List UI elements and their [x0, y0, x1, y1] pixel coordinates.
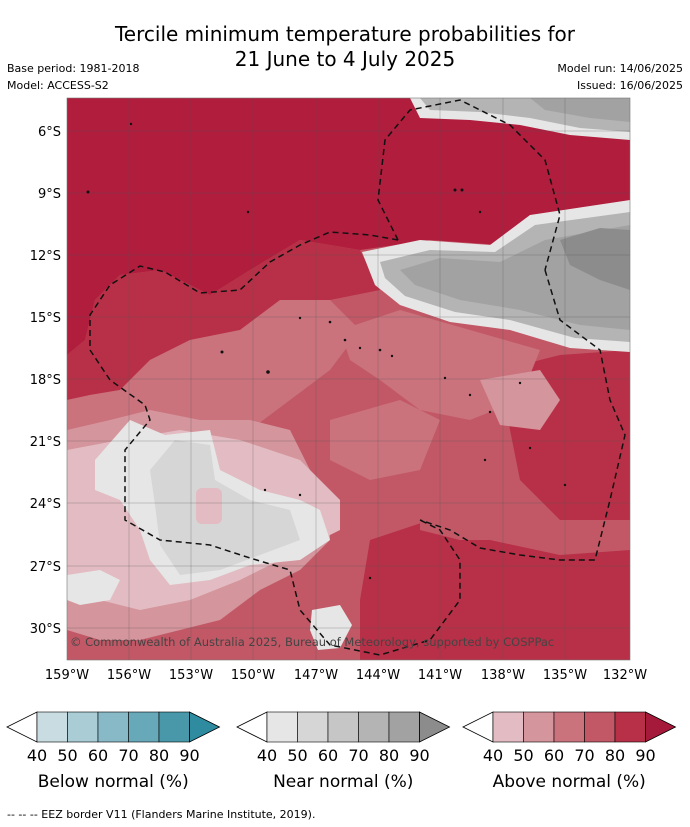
title-line-2: 21 June to 4 July 2025 [234, 47, 456, 71]
legend-tick-label: 50 [57, 746, 77, 765]
field-above-60-lower [330, 400, 440, 480]
legend-swatch [553, 711, 585, 743]
legend-swatch [158, 711, 190, 743]
legend-tick-label: 60 [544, 746, 564, 765]
legend-tick-label: 70 [348, 746, 368, 765]
lon-label: 144°W [356, 668, 400, 683]
eez-border [89, 99, 626, 656]
legend-min-arrow [236, 711, 268, 743]
legend-tick-label: 50 [513, 746, 533, 765]
island-markers [86, 122, 567, 580]
lon-label: 138°W [481, 668, 525, 683]
lat-label: 21°S [30, 435, 61, 450]
field-above-80-south [360, 520, 630, 660]
legend-swatch [327, 711, 359, 743]
legend-below: 40 50 60 70 80 90 Below normal (%) [6, 711, 221, 792]
field-above-50-east [480, 370, 560, 430]
lat-label: 18°S [30, 373, 61, 388]
lat-label: 30°S [30, 622, 61, 637]
field-above-40-island [196, 488, 222, 524]
meta-right: Model run: 14/06/2025 Issued: 16/06/2025 [557, 60, 683, 94]
legend-tick-label: 60 [88, 746, 108, 765]
legend-near: 40 50 60 70 80 90 Near normal (%) [236, 711, 451, 792]
copyright-note: © Commonwealth of Australia 2025, Bureau… [70, 635, 554, 649]
legend-swatch [67, 711, 99, 743]
legend-area: 40 50 60 70 80 90 Below normal (%) 40 50 60 70 80 90… [6, 711, 677, 792]
base-period: Base period: 1981-2018 [7, 62, 140, 75]
legend-min-arrow [462, 711, 494, 743]
legend-tick-label: 70 [118, 746, 138, 765]
legend-swatch [584, 711, 616, 743]
legend-title: Below normal (%) [38, 772, 189, 792]
legend-min-arrow [6, 711, 38, 743]
legend-tick-label: 90 [635, 746, 655, 765]
field-near-80-northeast [530, 98, 630, 122]
legend-swatch [614, 711, 646, 743]
legend-title: Near normal (%) [273, 772, 413, 792]
map-frame [66, 97, 631, 661]
legend-swatch [358, 711, 390, 743]
model-name: Model: ACCESS-S2 [7, 79, 109, 92]
legend-tick-label: 40 [27, 746, 47, 765]
title-line-1: Tercile minimum temperature probabilitie… [114, 22, 576, 46]
eez-footnote: -- -- -- EEZ border V11 (Flanders Marine… [7, 808, 316, 821]
legend-tick-label: 50 [287, 746, 307, 765]
lat-label: 9°S [38, 187, 61, 202]
legend-tick-label: 40 [257, 746, 277, 765]
legend-max-arrow [645, 711, 677, 743]
field-near-50-west [150, 440, 300, 575]
legend-tick-label: 80 [605, 746, 625, 765]
lon-axis: 159°W 156°W 153°W 150°W 147°W 144°W 141°… [45, 668, 647, 683]
legend-tick-label: 40 [483, 746, 503, 765]
legend-tick-label: 90 [179, 746, 199, 765]
lat-axis: 6°S 9°S 12°S 15°S 18°S 21°S 24°S 27°S 30… [30, 125, 61, 637]
lat-label: 12°S [30, 249, 61, 264]
probability-map: © Commonwealth of Australia 2025, Bureau… [6, 97, 677, 792]
legend-swatch [388, 711, 420, 743]
lat-label: 24°S [30, 497, 61, 512]
legend-swatch [128, 711, 160, 743]
meta-left: Base period: 1981-2018 Model: ACCESS-S2 [7, 60, 139, 94]
legend-tick-label: 90 [409, 746, 429, 765]
legend-title: Above normal (%) [493, 772, 646, 792]
legend-swatch [523, 711, 555, 743]
lon-label: 153°W [169, 668, 213, 683]
model-run: Model run: 14/06/2025 [557, 62, 683, 75]
field-above-70-south-east [420, 480, 560, 540]
lon-label: 147°W [294, 668, 338, 683]
lon-label: 141°W [418, 668, 462, 683]
field-near-80-east [560, 228, 630, 290]
lon-label: 132°W [603, 668, 647, 683]
lon-label: 150°W [231, 668, 275, 683]
legend-swatch [492, 711, 524, 743]
issued-date: Issued: 16/06/2025 [576, 79, 683, 92]
legend-swatch [297, 711, 329, 743]
legend-swatch [266, 711, 298, 743]
field-near-40-southwest [67, 570, 120, 605]
legend-max-arrow [419, 711, 451, 743]
legend-swatch [97, 711, 129, 743]
legend-above: 40 50 60 70 80 90 Above normal (%) [462, 711, 677, 792]
map-title: Tercile minimum temperature probabilitie… [0, 22, 690, 72]
lat-label: 27°S [30, 560, 61, 575]
lon-label: 159°W [45, 668, 89, 683]
legend-swatch [36, 711, 68, 743]
lat-label: 15°S [30, 311, 61, 326]
legend-tick-label: 80 [149, 746, 169, 765]
legend-tick-label: 80 [379, 746, 399, 765]
lon-label: 135°W [543, 668, 587, 683]
graticule [67, 98, 630, 660]
field-above-90-north [67, 98, 630, 355]
map-field [67, 98, 630, 660]
field-above-80-band [67, 240, 380, 400]
legend-tick-label: 60 [318, 746, 338, 765]
legend-tick-label: 70 [574, 746, 594, 765]
lon-label: 156°W [107, 668, 151, 683]
lat-label: 6°S [38, 125, 61, 140]
legend-max-arrow [189, 711, 221, 743]
field-near-40-south [310, 605, 352, 650]
